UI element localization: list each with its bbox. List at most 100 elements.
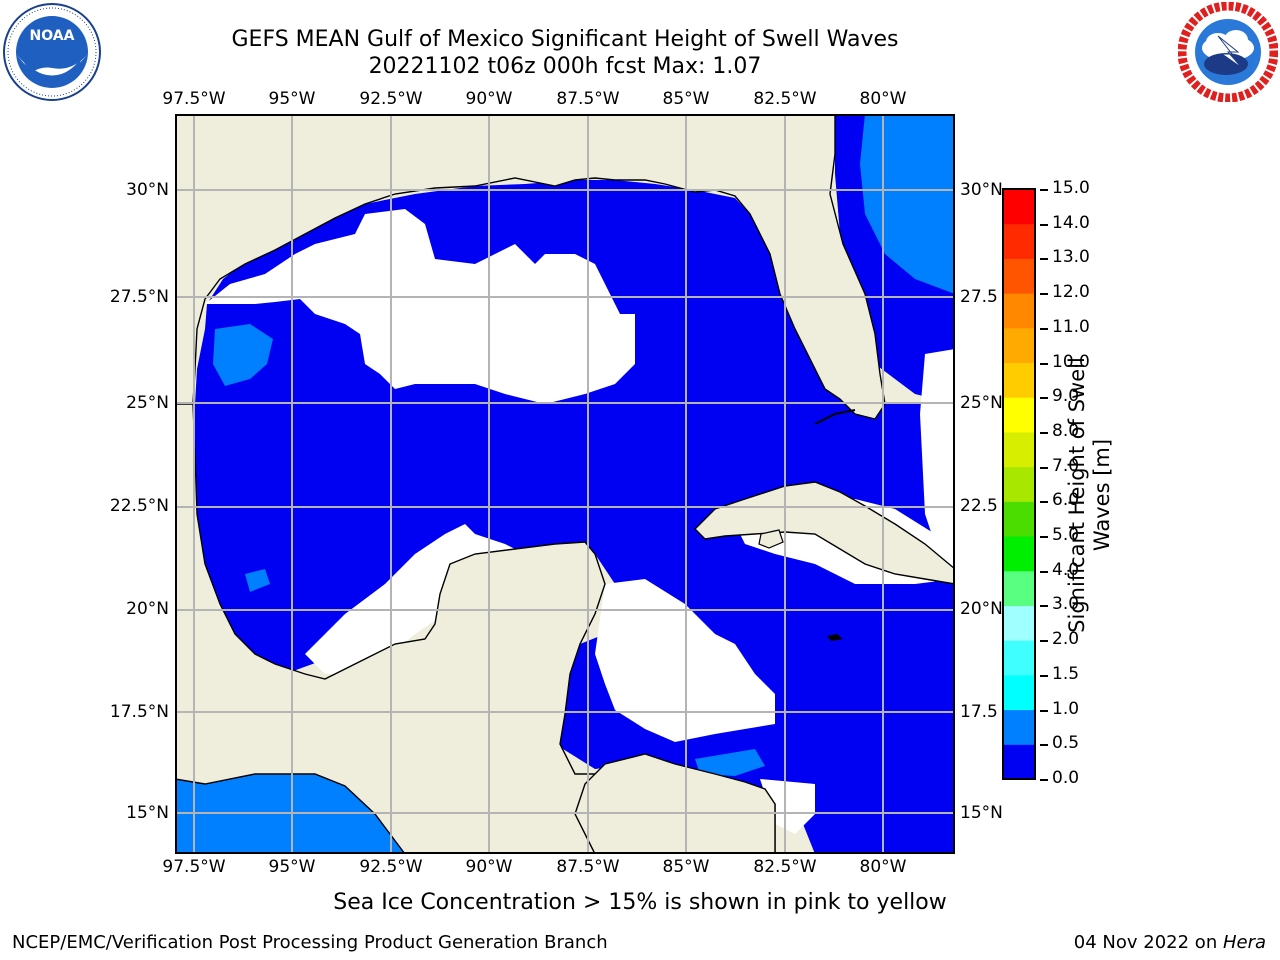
colorbar-segment xyxy=(1003,327,1035,364)
lat-label-left: 20°N xyxy=(126,599,169,619)
colorbar-segment xyxy=(1003,189,1035,225)
lon-label-bottom: 87.5°W xyxy=(556,857,620,877)
colorbar-tick-label: 0.0 xyxy=(1052,768,1080,788)
colorbar-label-line1: Significant Height of Swell xyxy=(1065,357,1089,633)
lon-label-top: 82.5°W xyxy=(753,89,817,109)
colorbar-segment xyxy=(1003,744,1035,780)
lon-label-bottom: 80°W xyxy=(859,857,907,877)
lon-label-top: 85°W xyxy=(662,89,710,109)
honduras-land xyxy=(574,753,776,854)
colorbar-tick-mark xyxy=(1040,223,1048,226)
lat-label-left: 17.5°N xyxy=(109,702,169,722)
colorbar-tick-label: 9.0 xyxy=(1052,386,1080,407)
colorbar-tick-mark xyxy=(1040,674,1048,677)
lon-label-top: 95°W xyxy=(268,89,316,109)
colorbar-tick-label: 7.0 xyxy=(1052,455,1080,476)
colorbar-segment xyxy=(1003,536,1035,572)
colorbar-segment xyxy=(1003,674,1035,711)
lon-label-bottom: 97.5°W xyxy=(162,857,226,877)
colorbar-tick-mark xyxy=(1040,779,1048,781)
colorbar-tick-label: 4.0 xyxy=(1052,559,1080,580)
lat-label-left: 30°N xyxy=(126,180,169,200)
colorbar xyxy=(1002,188,1036,780)
colorbar-tick-label: 5.0 xyxy=(1052,525,1080,546)
map-title: GEFS MEAN Gulf of Mexico Significant Hei… xyxy=(231,27,899,52)
lon-label-bottom: 92.5°W xyxy=(359,857,423,877)
colorbar-segment xyxy=(1003,293,1035,329)
colorbar-tick-mark xyxy=(1040,293,1048,296)
footer-host: Hera xyxy=(1222,932,1266,953)
jamaica-island xyxy=(827,634,843,641)
colorbar-tick-label: 2.0 xyxy=(1052,629,1080,650)
colorbar-segment xyxy=(1003,431,1035,468)
colorbar-tick-mark xyxy=(1040,189,1048,191)
lon-label-bottom: 95°W xyxy=(268,857,316,877)
colorbar-tick-label: 8.0 xyxy=(1052,420,1080,441)
lat-label-right: 22.5 xyxy=(960,496,998,516)
noaa-logo: NOAA xyxy=(2,2,102,102)
sea-ice-caption: Sea Ice Concentration > 15% is shown in … xyxy=(333,890,947,915)
colorbar-segment xyxy=(1003,223,1035,259)
colorbar-tick-label: 11.0 xyxy=(1052,316,1090,337)
lon-label-bottom: 82.5°W xyxy=(753,857,817,877)
lat-label-left: 15°N xyxy=(126,803,169,823)
colorbar-tick-label: 13.0 xyxy=(1052,247,1090,268)
lat-label-left: 22.5°N xyxy=(109,496,169,516)
lat-label-left: 25°N xyxy=(126,393,169,413)
lon-label-bottom: 90°W xyxy=(465,857,513,877)
map-subtitle: 20221102 t06z 000h fcst Max: 1.07 xyxy=(368,54,762,79)
colorbar-tick-mark xyxy=(1040,640,1048,643)
colorbar-tick-label: 0.5 xyxy=(1052,733,1080,754)
lat-label-left: 27.5°N xyxy=(109,287,169,307)
colorbar-label: Significant Height of Swell Waves [m] xyxy=(1065,295,1125,695)
no-data-east-coast-florida xyxy=(920,349,955,544)
colorbar-tick-mark xyxy=(1040,744,1048,747)
colorbar-tick-mark xyxy=(1040,327,1048,330)
colorbar-tick-mark xyxy=(1040,431,1048,434)
mexico-land xyxy=(175,403,776,854)
colorbar-tick-label: 15.0 xyxy=(1052,178,1090,198)
no-data-northern-gulf xyxy=(205,209,635,404)
lat-label-right: 25°N xyxy=(960,393,1003,413)
lon-label-top: 97.5°W xyxy=(162,89,226,109)
nws-logo xyxy=(1177,1,1279,103)
colorbar-tick-mark xyxy=(1040,709,1048,712)
map-frame xyxy=(175,114,955,854)
svg-text:NOAA: NOAA xyxy=(30,28,75,44)
western-gulf-mid-swell xyxy=(213,324,273,386)
colorbar-segment xyxy=(1003,570,1035,606)
footer-date: 04 Nov 2022 on Hera xyxy=(1074,932,1266,953)
colorbar-tick-label: 10.0 xyxy=(1052,351,1090,372)
colorbar-tick-label: 1.0 xyxy=(1052,698,1080,719)
colorbar-tick-mark xyxy=(1040,570,1048,573)
colorbar-segment xyxy=(1003,397,1035,433)
footer-date-text: 04 Nov 2022 on xyxy=(1073,932,1223,953)
colorbar-segment xyxy=(1003,466,1035,502)
lon-label-top: 87.5°W xyxy=(556,89,620,109)
colorbar-segment xyxy=(1003,362,1035,398)
colorbar-tick-mark xyxy=(1040,258,1048,261)
colorbar-tick-mark xyxy=(1040,397,1048,400)
lon-label-bottom: 85°W xyxy=(662,857,710,877)
lat-label-right: 17.5 xyxy=(960,702,998,722)
lon-label-top: 92.5°W xyxy=(359,89,423,109)
map-gridlines xyxy=(175,114,955,854)
gulf-of-mexico-swell-map xyxy=(175,114,955,854)
colorbar-segment xyxy=(1003,640,1035,676)
colorbar-tick-mark xyxy=(1040,501,1048,504)
florida-keys xyxy=(814,409,856,425)
lat-label-right: 27.5 xyxy=(960,287,998,307)
bay-of-campeche-mid-swell xyxy=(245,569,270,592)
colorbar-tick-label: 12.0 xyxy=(1052,282,1090,303)
lon-label-top: 90°W xyxy=(465,89,513,109)
lat-label-right: 20°N xyxy=(960,599,1003,619)
colorbar-tick-mark xyxy=(1040,466,1048,469)
isle-of-youth xyxy=(758,529,784,549)
footer-branch: NCEP/EMC/Verification Post Processing Pr… xyxy=(12,932,608,953)
lon-label-top: 80°W xyxy=(859,89,907,109)
colorbar-segment xyxy=(1003,709,1035,745)
colorbar-ticks: 0.0 0.5 1.0 1.5 2.0 3.0 4.0 5.0 6.0 7.0 8.0 9.0 10.0… xyxy=(1040,178,1120,790)
colorbar-tick-label: 6.0 xyxy=(1052,490,1080,511)
colorbar-segment xyxy=(1003,501,1035,537)
colorbar-tick-mark xyxy=(1040,605,1048,608)
